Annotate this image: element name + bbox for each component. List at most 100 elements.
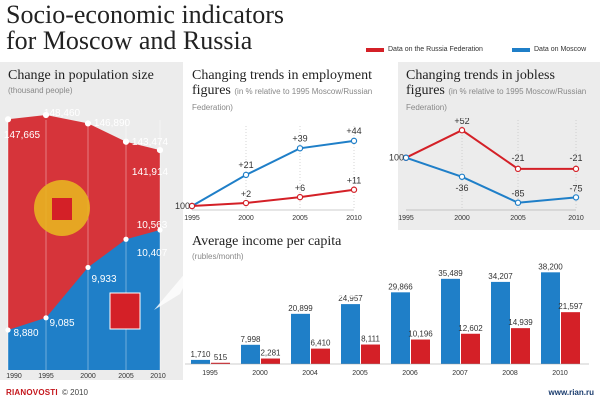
population-russia-point (4, 116, 12, 123)
jobless-russia-value-label: +52 (454, 118, 469, 126)
income-russia-value-label: 515 (214, 353, 228, 362)
jobless-start-label: 100 (389, 153, 404, 163)
jobless-year-tick: 2005 (510, 215, 526, 222)
jobless-russia-point (458, 127, 466, 134)
population-russia-label: 147,665 (4, 130, 41, 141)
employment-year-tick: 2010 (346, 215, 362, 222)
employment-chart: +21 +39 +44 +2 +6 +11 100 1995 2000 2005 2010 (175, 126, 362, 222)
population-moscow-point (85, 264, 91, 271)
income-year-tick: 2000 (252, 370, 268, 377)
employment-year-tick: 2005 (292, 215, 308, 222)
population-russia-label: 148,460 (44, 108, 81, 119)
income-moscow-bar (391, 292, 410, 364)
employment-title-text: Changing trends in employment figures (192, 68, 373, 98)
income-year-tick: 2007 (452, 370, 468, 377)
income-russia-bar (211, 362, 230, 364)
population-russia-label: 141,914 (132, 167, 169, 178)
population-moscow-label: 10,407 (137, 248, 168, 259)
income-moscow-bar (541, 272, 560, 364)
jobless-russia-value-label: -21 (569, 153, 582, 163)
income-russia-value-label: 8,111 (361, 335, 380, 344)
income-chart: 1,710 515 1995 7,998 2,281 2000 20,899 6,410 200… (185, 262, 589, 377)
employment-year-tick: 1995 (184, 215, 200, 222)
jobless-moscow-point (458, 173, 466, 180)
income-moscow-value-label: 7,998 (240, 335, 261, 344)
employment-russia-value-label: +11 (347, 176, 362, 186)
income-title-text: Average income per capita (192, 234, 342, 249)
population-year-tick: 1995 (38, 373, 54, 380)
income-moscow-bar (191, 359, 210, 364)
income-moscow-bar (491, 281, 510, 364)
income-moscow-value-label: 24,957 (338, 294, 363, 303)
footer-brand: RIANOVOSTI (6, 388, 58, 397)
income-russia-bar (311, 348, 330, 364)
income-russia-value-label: 21,597 (558, 302, 583, 311)
jobless-moscow-value-label: -75 (569, 183, 582, 193)
jobless-moscow-point (572, 194, 580, 201)
footer-site-link[interactable]: www.rian.ru (548, 388, 595, 397)
legend-moscow-swatch (512, 47, 530, 52)
income-year-tick: 2005 (352, 370, 368, 377)
employment-moscow-point (242, 171, 250, 179)
employment-year-tick: 2000 (238, 215, 254, 222)
population-russia-label: 146,890 (94, 118, 131, 129)
moscow-coat-of-arms-icon (109, 292, 141, 330)
legend-russia-label: Data on the Russia Federation (388, 46, 483, 53)
income-russia-bar (411, 339, 430, 364)
employment-moscow-value-label: +44 (346, 126, 361, 136)
jobless-moscow-value-label: -85 (511, 189, 524, 199)
jobless-russia-point (572, 165, 580, 173)
population-year-tick: 2000 (80, 373, 96, 380)
legend-moscow-label: Data on Moscow (534, 46, 587, 53)
population-subtitle: (thousand people) (8, 86, 73, 95)
population-russia-point (156, 146, 164, 154)
population-russia-point (42, 111, 50, 119)
jobless-title: Changing trends in jobless figures (in %… (406, 68, 596, 115)
legend-moscow: Data on Moscow (512, 46, 586, 53)
income-year-tick: 2008 (502, 370, 518, 377)
income-moscow-bar (441, 278, 460, 364)
infographic-title: Socio-economic indicators for Moscow and… (6, 2, 284, 54)
footer-copyright: © 2010 (62, 388, 88, 397)
title-line-1: Socio-economic indicators (6, 0, 284, 29)
employment-moscow-point (296, 145, 304, 152)
income-russia-bar (261, 358, 280, 364)
employment-russia-point (242, 199, 250, 207)
population-moscow-point (157, 227, 163, 233)
employment-moscow-value-label: +39 (292, 133, 307, 143)
income-russia-bar (461, 333, 480, 364)
income-russia-value-label: 14,939 (508, 318, 533, 327)
jobless-year-tick: 1995 (398, 215, 414, 222)
income-russia-value-label: 2,281 (260, 349, 281, 358)
income-moscow-value-label: 29,866 (388, 282, 413, 291)
employment-russia-point (188, 202, 196, 210)
employment-subtitle: (in % relative to 1995 Moscow/Russian Fe… (192, 87, 373, 112)
population-russia-label: 143,474 (132, 137, 169, 148)
jobless-russia-point (514, 165, 522, 173)
employment-moscow-value-label: +21 (238, 160, 253, 170)
population-russia-point (122, 138, 130, 145)
employment-moscow-point (350, 137, 358, 145)
population-moscow-point (123, 236, 129, 242)
legend-russia-swatch (366, 47, 384, 52)
employment-russia-point (296, 193, 304, 201)
jobless-moscow-point (402, 154, 410, 161)
employment-moscow-line (191, 139, 355, 207)
employment-russia-value-label: +2 (241, 189, 251, 199)
income-year-tick: 1995 (202, 370, 218, 377)
jobless-russia-value-label: -21 (511, 153, 524, 163)
population-moscow-label: 9,933 (91, 274, 116, 285)
population-moscow-label: 8,880 (13, 328, 38, 339)
jobless-year-tick: 2000 (454, 215, 470, 222)
jobless-moscow-value-label: -36 (455, 183, 468, 193)
jobless-title-text: Changing trends in jobless figures (406, 68, 555, 98)
income-moscow-value-label: 20,899 (288, 304, 313, 313)
employment-russia-value-label: +6 (295, 183, 305, 193)
employment-start-label: 100 (175, 201, 190, 211)
income-russia-bar (511, 328, 530, 364)
jobless-moscow-point (514, 199, 522, 206)
income-moscow-bar (241, 344, 260, 364)
jobless-moscow-line (405, 156, 577, 204)
employment-russia-line (191, 188, 355, 207)
